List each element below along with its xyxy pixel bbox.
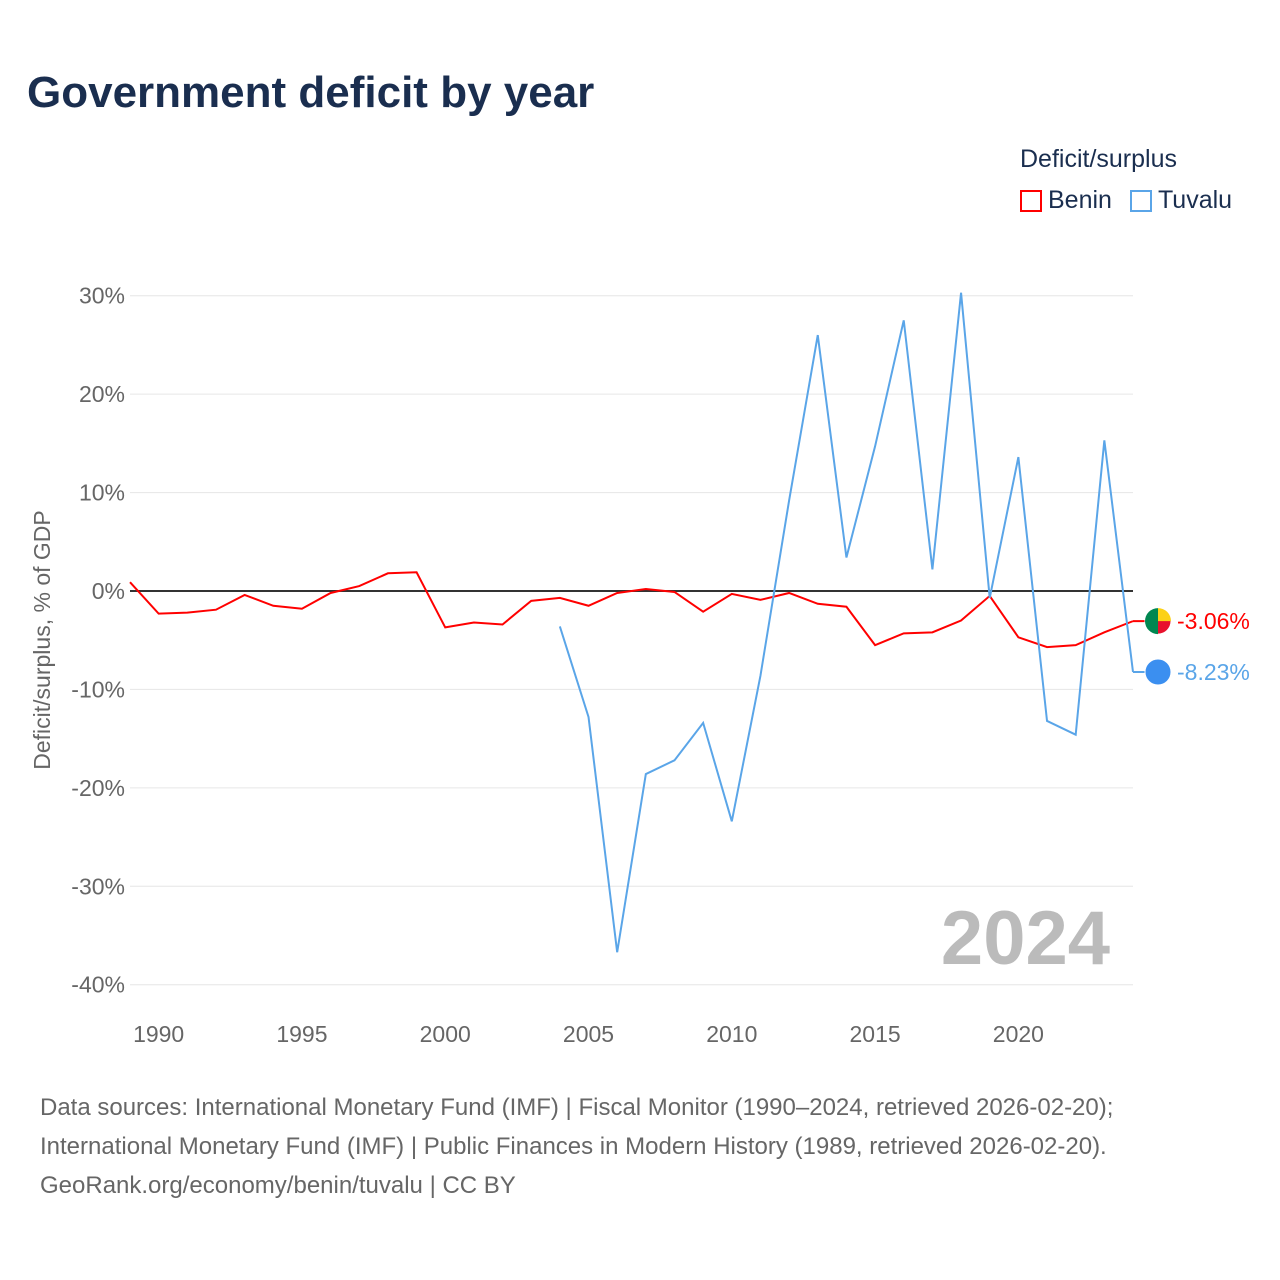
y-tick-label: -10% xyxy=(71,676,125,702)
y-tick-label: -40% xyxy=(71,972,125,998)
x-tick-label: 2015 xyxy=(849,1021,900,1047)
footer-link[interactable]: GeoRank.org/economy/benin/tuvalu | CC BY xyxy=(40,1172,516,1199)
x-tick-label: 1990 xyxy=(133,1021,184,1047)
flag-icon-tuvalu xyxy=(1144,658,1172,686)
flag-part xyxy=(1145,608,1158,635)
year-label: 2024 xyxy=(941,896,1110,981)
footer-sources-1: Data sources: International Monetary Fun… xyxy=(40,1094,1114,1121)
legend-label: Tuvalu xyxy=(1157,186,1233,214)
footer: Data sources: International Monetary Fun… xyxy=(40,1088,1113,1205)
y-tick-label: 0% xyxy=(92,578,125,604)
y-tick-label: 10% xyxy=(79,480,125,506)
legend-label: Benin xyxy=(1048,186,1112,214)
y-tick-label: -30% xyxy=(71,873,125,899)
end-value-label: -3.06% xyxy=(1177,608,1250,634)
footer-sources-2: International Monetary Fund (IMF) | Publ… xyxy=(40,1133,1107,1160)
flag-part xyxy=(1158,608,1171,622)
chart-title: Government deficit by year xyxy=(27,68,595,117)
series-line-tuvalu xyxy=(558,292,1134,953)
legend-item-tuvalu[interactable]: Tuvalu xyxy=(1129,186,1233,215)
x-tick-label: 1995 xyxy=(276,1021,327,1047)
legend-swatch-benin xyxy=(1020,190,1042,212)
y-tick-label: 30% xyxy=(79,283,125,309)
legend-item-benin[interactable]: Benin xyxy=(1020,186,1112,215)
y-tick-label: -20% xyxy=(71,775,125,801)
series-line-benin xyxy=(129,571,1134,649)
end-value-label: -8.23% xyxy=(1177,659,1250,685)
legend-title: Deficit/surplus xyxy=(1020,145,1177,173)
x-tick-label: 2005 xyxy=(563,1021,614,1047)
y-axis-label: Deficit/surplus, % of GDP xyxy=(29,510,55,769)
x-tick-label: 2000 xyxy=(420,1021,471,1047)
y-tick-label: 20% xyxy=(79,381,125,407)
x-tick-label: 2010 xyxy=(706,1021,757,1047)
legend: Benin Tuvalu xyxy=(1020,186,1232,215)
x-tick-label: 2020 xyxy=(993,1021,1044,1047)
legend-swatch-tuvalu xyxy=(1129,190,1152,212)
